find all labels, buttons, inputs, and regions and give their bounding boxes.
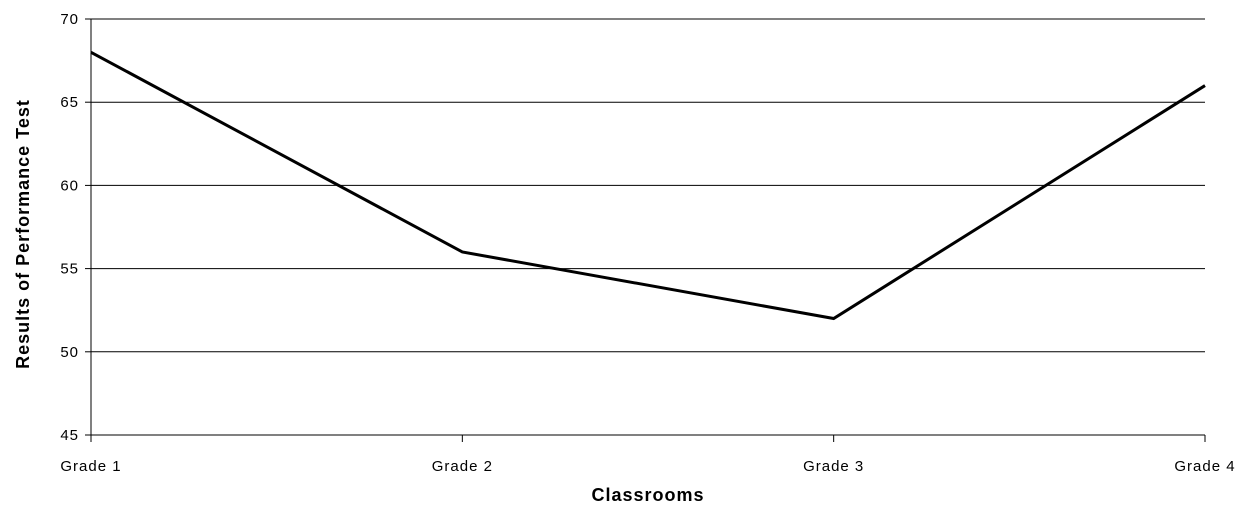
y-tick-label: 65 bbox=[60, 94, 79, 111]
y-tick-label: 50 bbox=[60, 344, 79, 361]
x-tick-label: Grade 2 bbox=[432, 458, 493, 475]
x-tick-label: Grade 1 bbox=[60, 458, 121, 475]
series-layer bbox=[90, 50, 1206, 321]
x-axis-ticks: Grade 1 Grade 2 Grade 3 Grade 4 bbox=[60, 435, 1235, 475]
y-tick-label: 45 bbox=[60, 427, 79, 444]
y-axis-title: Results of Performance Test bbox=[13, 99, 33, 369]
series-line bbox=[90, 50, 1206, 321]
gridlines bbox=[91, 18, 1205, 353]
x-tick-label: Grade 4 bbox=[1174, 458, 1235, 475]
x-axis-title: Classrooms bbox=[591, 485, 704, 505]
y-tick-label: 60 bbox=[60, 177, 79, 194]
y-axis-ticks: 45 50 55 60 65 70 bbox=[60, 11, 91, 444]
y-tick-label: 70 bbox=[60, 11, 79, 28]
x-tick-label: Grade 3 bbox=[803, 458, 864, 475]
y-tick-label: 55 bbox=[60, 261, 79, 278]
